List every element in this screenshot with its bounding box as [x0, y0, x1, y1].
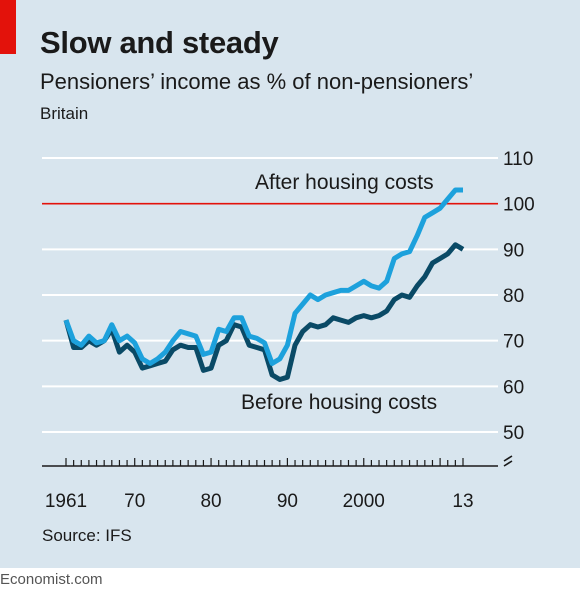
x-tick-label-13: 13: [452, 491, 473, 512]
y-tick-label-110: 110: [503, 149, 533, 170]
axis-break-icon: [503, 455, 513, 467]
annotation-after-housing-costs: After housing costs: [255, 171, 434, 194]
x-tick-label-70: 70: [124, 491, 145, 512]
chart-title: Slow and steady: [40, 25, 279, 60]
x-tick-label-1961: 1961: [45, 491, 87, 512]
y-tick-label-70: 70: [503, 332, 524, 353]
x-tick-label-90: 90: [277, 491, 298, 512]
source-note: Source: IFS: [42, 526, 132, 545]
x-tick-label-2000: 2000: [343, 491, 385, 512]
y-tick-label-50: 50: [503, 423, 524, 444]
chart-subtitle: Pensioners’ income as % of non-pensioner…: [40, 69, 474, 94]
x-axis: 1961 70 80 90 2000 13: [42, 455, 513, 512]
gridlines: [42, 157, 498, 433]
y-tick-label-90: 90: [503, 240, 524, 261]
y-tick-label-100: 100: [503, 195, 535, 216]
line-chart: 50 60 70 80 90 100 110 1961 70 80 90 2000 13 After …: [42, 149, 535, 512]
red-accent-tag: [0, 0, 16, 54]
series-line-after-housing-costs: [63, 187, 463, 366]
x-tick-label-80: 80: [200, 491, 221, 512]
chart-card: [0, 0, 580, 568]
series-lines: [63, 187, 465, 382]
y-tick-label-80: 80: [503, 286, 524, 307]
brand-footer: Economist.com: [0, 571, 103, 588]
series-line-before-housing-costs: [63, 242, 465, 382]
series-annotations: After housing costs Before housing costs: [241, 171, 437, 414]
chart-region-label: Britain: [40, 104, 89, 123]
y-tick-label-60: 60: [503, 377, 524, 398]
annotation-before-housing-costs: Before housing costs: [241, 391, 437, 414]
y-axis-ticks: 50 60 70 80 90 100 110: [503, 149, 535, 444]
